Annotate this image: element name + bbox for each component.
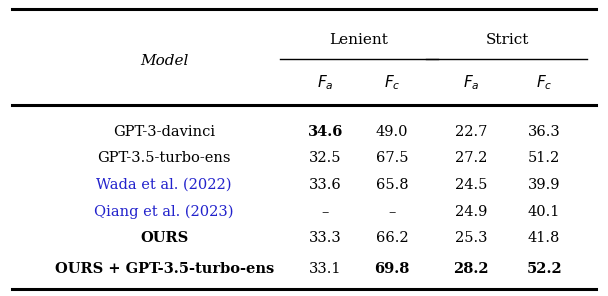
Text: 41.8: 41.8 xyxy=(528,231,561,245)
Text: 27.2: 27.2 xyxy=(455,151,488,165)
Text: $F_a$: $F_a$ xyxy=(317,73,334,92)
Text: 24.5: 24.5 xyxy=(455,178,488,192)
Text: 39.9: 39.9 xyxy=(528,178,561,192)
Text: 33.3: 33.3 xyxy=(309,231,342,245)
Text: Qiang et al. (2023): Qiang et al. (2023) xyxy=(94,205,234,219)
Text: Wada et al. (2022): Wada et al. (2022) xyxy=(97,178,232,192)
Text: 36.3: 36.3 xyxy=(528,125,561,139)
Text: 51.2: 51.2 xyxy=(528,151,561,165)
Text: OURS + GPT-3.5-turbo-ens: OURS + GPT-3.5-turbo-ens xyxy=(55,262,274,276)
Text: –: – xyxy=(322,205,329,219)
Text: OURS: OURS xyxy=(140,231,188,245)
Text: $F_c$: $F_c$ xyxy=(536,73,553,92)
Text: 33.6: 33.6 xyxy=(309,178,342,192)
Text: 24.9: 24.9 xyxy=(455,205,488,219)
Text: $F_a$: $F_a$ xyxy=(463,73,480,92)
Text: 40.1: 40.1 xyxy=(528,205,561,219)
Text: 66.2: 66.2 xyxy=(376,231,409,245)
Text: Strict: Strict xyxy=(486,33,530,47)
Text: 34.6: 34.6 xyxy=(308,125,343,139)
Text: GPT-3.5-turbo-ens: GPT-3.5-turbo-ens xyxy=(97,151,231,165)
Text: 33.1: 33.1 xyxy=(309,262,342,276)
Text: GPT-3-davinci: GPT-3-davinci xyxy=(113,125,215,139)
Text: $F_c$: $F_c$ xyxy=(384,73,401,92)
Text: 28.2: 28.2 xyxy=(454,262,489,276)
Text: 52.2: 52.2 xyxy=(527,262,562,276)
Text: –: – xyxy=(389,205,396,219)
Text: Model: Model xyxy=(140,54,188,68)
Text: 49.0: 49.0 xyxy=(376,125,409,139)
Text: 22.7: 22.7 xyxy=(455,125,488,139)
Text: 32.5: 32.5 xyxy=(309,151,342,165)
Text: 69.8: 69.8 xyxy=(375,262,410,276)
Text: 67.5: 67.5 xyxy=(376,151,409,165)
Text: Lenient: Lenient xyxy=(330,33,388,47)
Text: 65.8: 65.8 xyxy=(376,178,409,192)
Text: 25.3: 25.3 xyxy=(455,231,488,245)
